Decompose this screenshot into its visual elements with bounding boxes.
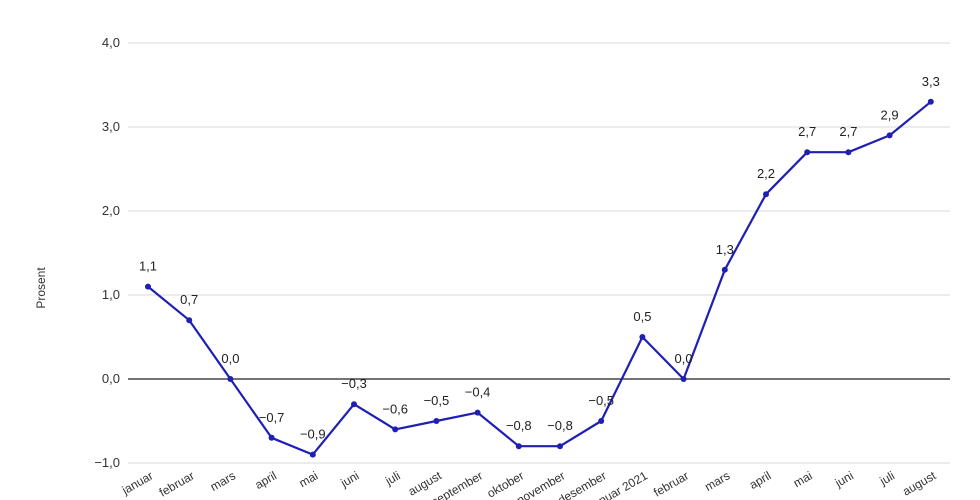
data-label: −0,9 (300, 427, 326, 442)
data-point (845, 149, 852, 156)
y-axis-ticks: −1,0 0,0 1,0 2,0 3,0 4,0 (94, 35, 120, 470)
data-point (227, 376, 234, 382)
data-labels: 1,1 0,7 0,0 −0,7 −0,9 −0,3 −0,6 −0,5 −0,4 −0,8 −0,… (139, 74, 940, 442)
gridlines (128, 42, 950, 464)
data-point (680, 376, 687, 382)
x-category-label: juli (877, 468, 898, 488)
data-point (268, 434, 275, 441)
data-point (309, 451, 316, 458)
x-category-label: januar (119, 468, 156, 497)
series-line-group (147, 100, 932, 456)
data-point (927, 98, 934, 105)
data-point (186, 317, 193, 324)
x-category-label: mars (702, 468, 732, 493)
data-label: 0,0 (221, 351, 239, 366)
x-category-label: mars (208, 468, 238, 493)
data-label: −0,7 (259, 410, 285, 425)
data-points (145, 98, 934, 458)
x-axis-categories: januar februar mars april mai juni juli augusts… (119, 468, 939, 500)
data-point (392, 426, 399, 433)
data-label: 0,0 (675, 351, 693, 366)
data-label: 2,7 (839, 124, 857, 139)
data-label: 2,2 (757, 166, 775, 181)
data-label: −0,3 (341, 376, 367, 391)
y-tick-label: −1,0 (94, 455, 120, 470)
y-tick-label: 1,0 (102, 287, 120, 302)
y-axis-title: Prosent (34, 267, 48, 309)
x-category-label: februar (651, 468, 691, 499)
data-label: 2,7 (798, 124, 816, 139)
y-tick-label: 3,0 (102, 119, 120, 134)
data-label: 3,3 (922, 74, 940, 89)
data-point (804, 149, 811, 156)
x-category-label: mai (791, 468, 815, 490)
data-point (145, 283, 151, 290)
data-point (433, 418, 440, 424)
data-point (598, 418, 605, 424)
x-category-label: juni (337, 468, 361, 490)
data-point (763, 191, 769, 198)
data-label: −0,5 (424, 393, 450, 408)
data-label: 2,9 (881, 107, 899, 122)
data-label: 0,7 (180, 292, 198, 307)
y-tick-label: 0,0 (102, 371, 120, 386)
data-label: 1,1 (139, 259, 157, 274)
data-label: −0,5 (588, 393, 614, 408)
data-point (515, 443, 522, 450)
series-line (147, 100, 932, 456)
x-category-label: juni (832, 468, 856, 490)
data-point (351, 401, 357, 408)
data-label: −0,8 (547, 418, 573, 433)
data-point (557, 443, 563, 450)
y-tick-label: 4,0 (102, 35, 120, 50)
y-tick-label: 2,0 (102, 203, 120, 218)
data-point (886, 132, 893, 139)
data-label: −0,6 (382, 401, 408, 416)
x-category-label: februar (157, 468, 197, 499)
x-category-label: april (747, 468, 774, 491)
x-category-label: april (252, 468, 279, 491)
data-label: 0,5 (633, 309, 651, 324)
x-category-label: august (900, 468, 939, 498)
data-point (474, 409, 481, 416)
data-label: 1,3 (716, 242, 734, 257)
x-category-label: juli (382, 468, 403, 488)
data-label: −0,8 (506, 418, 532, 433)
data-label: −0,4 (465, 385, 491, 400)
data-point (721, 266, 728, 273)
x-category-label: mai (297, 468, 321, 490)
data-point (639, 334, 646, 340)
